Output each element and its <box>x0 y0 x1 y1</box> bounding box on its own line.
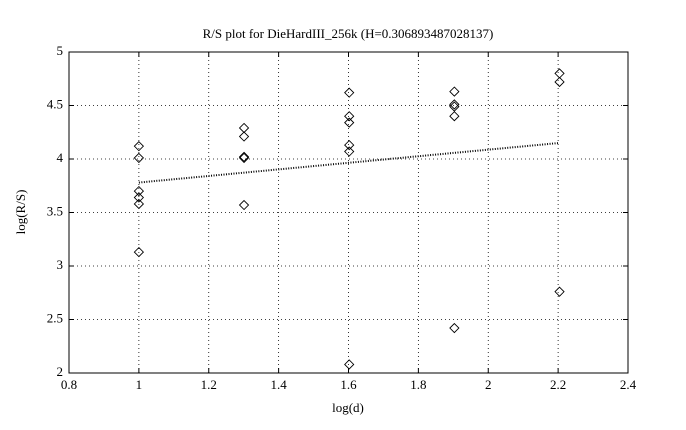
y-tick-label: 2.5 <box>47 310 63 325</box>
data-point <box>344 359 355 370</box>
data-point <box>238 199 250 211</box>
data-point <box>238 152 250 164</box>
x-tick-label: 1 <box>136 377 143 392</box>
x-tick-label: 0.8 <box>61 377 77 392</box>
y-tick-label: 3 <box>57 257 64 272</box>
x-tick-label: 2.2 <box>550 377 566 392</box>
y-tick-label: 2 <box>57 364 64 379</box>
data-point <box>449 111 460 122</box>
data-point <box>449 322 460 334</box>
data-point <box>449 86 460 97</box>
data-point <box>238 131 250 142</box>
data-point <box>133 141 145 152</box>
data-point <box>554 76 565 88</box>
plot-frame <box>68 51 629 374</box>
data-point <box>133 198 145 210</box>
y-tick-label: 4.5 <box>47 96 63 111</box>
x-tick-label: 1.2 <box>201 377 217 392</box>
fit-line <box>138 141 560 184</box>
data-point <box>238 151 250 162</box>
data-point <box>133 192 145 203</box>
x-tick-label: 2.4 <box>620 377 637 392</box>
y-axis-label: log(R/S) <box>13 190 28 235</box>
data-point <box>133 152 145 164</box>
data-point <box>344 139 355 151</box>
y-tick-label: 5 <box>57 43 64 58</box>
x-tick-label: 1.8 <box>410 377 426 392</box>
data-point <box>344 146 355 157</box>
x-tick-label: 2 <box>485 377 492 392</box>
data-point <box>133 246 145 258</box>
y-tick-label: 4 <box>57 150 64 165</box>
data-point <box>554 286 565 297</box>
data-point <box>344 111 355 122</box>
chart-title: R/S plot for DieHardIII_256k (H=0.306893… <box>203 26 494 41</box>
data-point <box>344 117 355 128</box>
y-tick-label: 3.5 <box>47 203 63 218</box>
x-axis-label: log(d) <box>332 400 364 415</box>
x-tick-label: 1.4 <box>271 377 288 392</box>
data-point <box>344 87 355 98</box>
x-tick-label: 1.6 <box>340 377 357 392</box>
data-point <box>133 185 145 197</box>
data-point <box>449 99 460 110</box>
